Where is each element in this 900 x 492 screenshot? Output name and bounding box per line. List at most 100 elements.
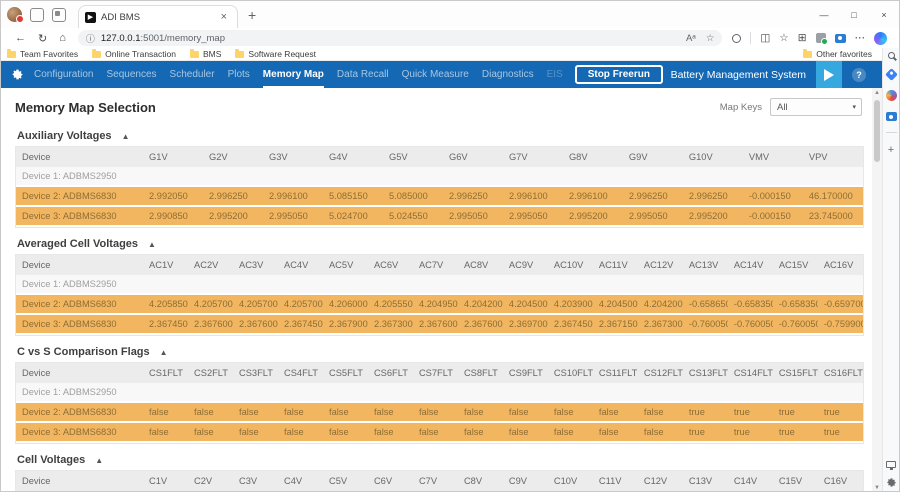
column-header: G8V	[562, 147, 623, 167]
app-navbar: Configuration Sequences Scheduler Plots Memo…	[1, 61, 882, 88]
table-row[interactable]: Device 3: ADBMS6830 2.367450 2.367600 2.367…	[16, 315, 863, 335]
url-host: 127.0.0.1	[100, 32, 141, 44]
favorite-star-icon[interactable]: ☆	[705, 32, 715, 44]
browser-essentials-icon[interactable]	[732, 33, 742, 43]
nav-tab-scheduler[interactable]: Scheduler	[169, 69, 215, 80]
value-cell: 2.995050	[442, 207, 503, 227]
scroll-down-icon[interactable]: ▼	[874, 485, 880, 491]
collapse-arrow-icon[interactable]: ▲	[121, 131, 130, 141]
value-cell: 4.204200	[457, 295, 503, 315]
extensions-icon[interactable]	[815, 33, 828, 45]
refresh-icon[interactable]: ↻	[38, 32, 48, 45]
table-row[interactable]: Device 1: ADBMS2950	[16, 275, 863, 295]
favorite-software-request[interactable]: Software Request	[235, 48, 316, 59]
maximize-button[interactable]: □	[851, 9, 857, 20]
section-title: C vs S Comparison Flags	[17, 346, 150, 358]
nav-tab-memory-map[interactable]: Memory Map	[262, 61, 324, 88]
nav-tab-plots[interactable]: Plots	[227, 69, 250, 80]
table-row[interactable]: Device 2: ADBMS6830 2.992050 2.996250 2.996…	[16, 187, 863, 207]
collapse-arrow-icon[interactable]: ▲	[159, 347, 168, 357]
browser-tab-active[interactable]: ▶ ADI BMS ×	[78, 5, 238, 28]
column-header: C13V	[682, 471, 728, 491]
device-cell: Device 1: ADBMS2950	[16, 383, 144, 403]
table-row[interactable]: Device 3: ADBMS6830 2.990850 2.995200 2.995…	[16, 207, 863, 227]
value-cell: false	[457, 423, 503, 443]
site-info-icon[interactable]: ⓘ	[85, 33, 95, 44]
value-cell: 4.204950	[412, 295, 458, 315]
collapse-arrow-icon[interactable]: ▲	[148, 239, 156, 249]
read-aloud-icon[interactable]: Aᵃ	[685, 32, 696, 44]
help-icon[interactable]: ?	[852, 67, 866, 82]
minimize-button[interactable]: —	[819, 9, 829, 20]
value-cell: false	[457, 403, 503, 423]
table-row[interactable]: Device 2: ADBMS6830 4.205850 4.205700 4.205…	[16, 295, 863, 315]
value-cell: true	[817, 403, 863, 423]
back-icon[interactable]: ←	[15, 32, 26, 44]
collapse-arrow-icon[interactable]: ▲	[95, 455, 104, 465]
screenshot-icon[interactable]	[885, 112, 897, 121]
web-capture-icon[interactable]	[834, 33, 846, 43]
value-cell: 2.996100	[263, 187, 323, 207]
map-keys-select[interactable]: All ▾	[770, 98, 862, 116]
column-header: C11V	[592, 471, 638, 491]
nav-tab-sequences[interactable]: Sequences	[106, 69, 157, 80]
value-cell: true	[772, 423, 818, 443]
favorite-bms[interactable]: BMS	[189, 48, 221, 59]
sidebar-settings-icon[interactable]	[886, 477, 897, 488]
value-cell: 4.205700	[188, 295, 234, 315]
close-button[interactable]: ×	[881, 9, 887, 20]
address-input[interactable]: ⓘ 127.0.0.1 :5001/memory_map Aᵃ ☆	[77, 30, 723, 46]
table-row[interactable]: Device 1: ADBMS2950	[16, 167, 863, 187]
tab-close-icon[interactable]: ×	[220, 11, 227, 23]
column-header: G6V	[442, 147, 503, 167]
collections-icon[interactable]: ⊞	[797, 32, 807, 44]
column-header: CS16FLT	[817, 363, 863, 383]
nav-tab-diagnostics[interactable]: Diagnostics	[481, 69, 534, 80]
memory-table: Device C1V C2V C3V C4V C5V C6V C7V C8V C9V C10V C11…	[15, 470, 864, 491]
nav-tab-quick-measure[interactable]: Quick Measure	[401, 69, 469, 80]
value-cell: -0.658350	[727, 295, 773, 315]
column-header: AC10V	[547, 255, 593, 275]
column-header: AC9V	[502, 255, 548, 275]
table-row[interactable]: Device 2: ADBMS6830 false false false false f…	[16, 403, 863, 423]
favorites-icon[interactable]: ☆	[779, 32, 789, 44]
home-icon[interactable]: ⌂	[59, 32, 66, 44]
add-sidebar-item-icon[interactable]: +	[887, 144, 895, 156]
nav-tab-configuration[interactable]: Configuration	[34, 69, 94, 80]
column-header: G2V	[203, 147, 264, 167]
new-tab-button[interactable]: +	[248, 6, 257, 23]
memory-table: Device AC1V AC2V AC3V AC4V AC5V AC6V AC7V AC8V AC…	[15, 254, 864, 336]
value-cell: 2.367450	[143, 315, 189, 335]
split-screen-icon[interactable]: ◫	[760, 32, 771, 44]
value-cell: -0.760050	[682, 315, 728, 335]
scrollbar-thumb[interactable]	[874, 100, 880, 162]
value-cell: 4.206000	[322, 295, 368, 315]
rewards-icon[interactable]	[885, 90, 897, 101]
stop-freerun-button[interactable]: Stop Freerun	[574, 65, 663, 84]
shopping-icon[interactable]	[884, 68, 898, 81]
favorite-team-favorites[interactable]: Team Favorites	[7, 48, 78, 59]
scroll-up-icon[interactable]: ▲	[874, 90, 880, 96]
value-cell: 4.205550	[367, 295, 413, 315]
value-cell: 2.995050	[263, 207, 323, 227]
favorite-online-transaction[interactable]: Online Transaction	[92, 48, 176, 59]
other-favorites[interactable]: Other favorites	[803, 48, 872, 59]
column-header: AC12V	[637, 255, 683, 275]
memory-section: Auxiliary Voltages ▲ Device G1V G2V G3V G4V G…	[15, 126, 864, 228]
workspaces-icon[interactable]	[30, 7, 44, 22]
gear-icon[interactable]	[11, 68, 24, 81]
copilot-icon[interactable]	[874, 31, 887, 45]
nav-tab-data-recall[interactable]: Data Recall	[336, 69, 389, 80]
page-scrollbar[interactable]: ▲ ▼	[872, 88, 882, 491]
workspaces-monitor-icon[interactable]	[886, 461, 896, 470]
nav-tab-eis[interactable]: EIS	[546, 69, 563, 80]
search-icon[interactable]	[887, 52, 895, 59]
table-row[interactable]: Device 3: ADBMS6830 false false false false f…	[16, 423, 863, 443]
table-row[interactable]: Device 1: ADBMS2950	[16, 383, 863, 403]
value-cell: true	[682, 403, 728, 423]
column-header: C7V	[412, 471, 458, 491]
profile-avatar[interactable]	[7, 7, 24, 23]
settings-more-icon[interactable]: ⋯	[854, 32, 866, 44]
vertical-tabs-icon[interactable]	[52, 7, 66, 22]
